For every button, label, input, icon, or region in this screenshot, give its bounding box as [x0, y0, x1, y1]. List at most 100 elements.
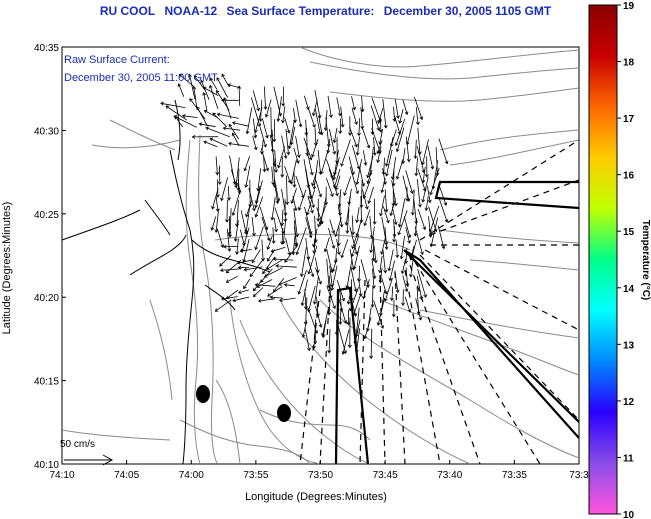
- current-arrow: [261, 118, 269, 139]
- current-arrow: [251, 216, 256, 237]
- scale-bar-label: 50 cm/s: [60, 439, 95, 450]
- current-arrow: [414, 157, 419, 177]
- current-arrow: [320, 149, 329, 175]
- current-arrow: [297, 189, 307, 211]
- current-arrow: [307, 285, 316, 313]
- current-arrow: [332, 157, 340, 181]
- current-arrow: [280, 209, 285, 227]
- current-arrow: [384, 149, 393, 177]
- current-arrow: [285, 175, 290, 206]
- current-arrow: [372, 137, 377, 156]
- current-arrow: [405, 136, 411, 163]
- current-arrow: [208, 84, 219, 110]
- current-arrow: [260, 147, 270, 172]
- colorbar-tick-label: 14: [623, 284, 635, 295]
- colorbar-tick-label: 11: [623, 453, 634, 464]
- current-arrow: [237, 265, 250, 270]
- current-arrow: [361, 126, 371, 149]
- current-arrow: [347, 317, 352, 349]
- current-arrow: [382, 249, 388, 274]
- current-arrow: [189, 98, 206, 120]
- current-arrow: [198, 122, 216, 128]
- current-arrow: [384, 189, 389, 213]
- current-arrow: [351, 108, 358, 126]
- current-arrow: [363, 316, 372, 340]
- current-arrow: [392, 226, 397, 243]
- current-arrow: [414, 226, 424, 256]
- current-arrow: [415, 298, 423, 321]
- current-arrow: [366, 156, 374, 179]
- current-arrow: [277, 146, 286, 169]
- current-arrow: [243, 278, 251, 290]
- current-arrow: [377, 108, 384, 125]
- current-arrow: [225, 199, 230, 223]
- current-arrow: [395, 240, 400, 259]
- current-arrow: [214, 209, 219, 234]
- current-arrow: [236, 259, 253, 265]
- current-arrow: [266, 258, 284, 270]
- current-arrow: [345, 208, 350, 234]
- current-arrow: [327, 95, 333, 119]
- current-arrow: [395, 127, 405, 153]
- current-arrow: [244, 205, 251, 234]
- current-arrow: [380, 178, 386, 194]
- current-arrow: [226, 228, 232, 252]
- current-arrow: [285, 128, 291, 156]
- current-arrow: [254, 282, 276, 287]
- current-arrow: [245, 107, 253, 135]
- current-arrow: [346, 309, 351, 326]
- current-arrow: [311, 99, 318, 117]
- current-arrow: [280, 228, 285, 245]
- x-tick-label: 73:55: [243, 470, 268, 481]
- current-arrow: [351, 215, 356, 236]
- current-arrow: [223, 244, 239, 249]
- current-arrow: [307, 107, 316, 128]
- current-arrow: [340, 239, 349, 259]
- current-arrow: [262, 256, 276, 275]
- current-arrow: [405, 186, 410, 202]
- colorbar: [588, 4, 618, 515]
- current-arrow: [355, 158, 363, 186]
- current-arrow: [348, 116, 352, 136]
- current-arrow: [373, 245, 378, 264]
- title-date: December 30, 2005 1105 GMT: [383, 4, 552, 18]
- y-tick-label: 40:25: [34, 210, 59, 221]
- current-arrow: [237, 289, 249, 294]
- current-arrow: [416, 178, 422, 208]
- current-arrow: [362, 189, 369, 210]
- overlay-current-label: Raw Surface Current:: [64, 54, 170, 66]
- current-arrow: [328, 168, 339, 197]
- current-arrow: [315, 179, 323, 198]
- current-arrow: [259, 126, 267, 148]
- current-arrow: [307, 195, 314, 214]
- current-arrow: [271, 227, 276, 245]
- x-tick-label: 73:50: [308, 470, 333, 481]
- y-tick-label: 40:20: [34, 293, 59, 304]
- colorbar-title: Temperature (°C): [640, 220, 651, 301]
- current-arrow: [274, 150, 278, 173]
- current-arrow: [211, 188, 219, 210]
- current-arrow: [203, 140, 218, 148]
- current-arrow: [424, 156, 429, 178]
- current-arrow: [384, 226, 389, 251]
- current-arrow: [295, 136, 301, 159]
- current-arrow: [327, 328, 332, 354]
- current-arrow: [289, 126, 296, 146]
- title-source: RU COOL: [99, 4, 156, 18]
- current-arrow: [316, 198, 321, 222]
- current-arrow: [332, 127, 338, 144]
- current-arrow: [325, 177, 334, 198]
- current-arrow: [402, 99, 409, 116]
- current-arrow: [384, 137, 394, 167]
- current-arrow: [290, 188, 297, 204]
- current-arrow: [337, 206, 344, 228]
- radial-line: [419, 139, 579, 241]
- current-arrow: [281, 135, 288, 159]
- current-arrow: [394, 118, 406, 147]
- current-arrow: [350, 235, 360, 258]
- current-arrow: [212, 112, 228, 128]
- current-arrow: [287, 120, 295, 150]
- scale-bar-arrow: [64, 454, 114, 466]
- current-arrow: [303, 137, 313, 161]
- current-arrow: [395, 159, 404, 180]
